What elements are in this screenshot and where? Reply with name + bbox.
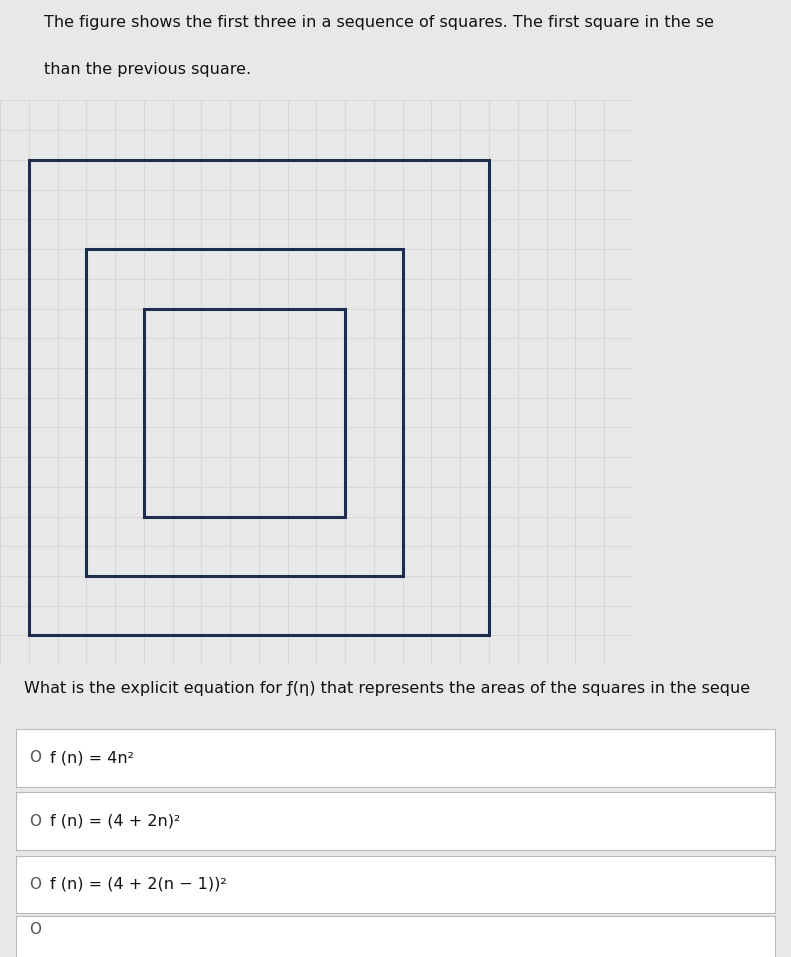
Text: O: O <box>29 923 41 937</box>
Text: estion: estion <box>17 933 74 950</box>
Text: What is the explicit equation for ƒ​(​η​) that represents the areas of the squar: What is the explicit equation for ƒ​(​η​… <box>24 680 750 696</box>
Text: The figure shows the first three in a sequence of squares. The first square in t: The figure shows the first three in a se… <box>44 15 713 30</box>
Bar <box>144 308 345 517</box>
Text: than the previous square.: than the previous square. <box>44 62 251 78</box>
Text: O: O <box>29 750 41 766</box>
Bar <box>86 249 403 576</box>
Text: O: O <box>29 813 41 829</box>
Text: f (n) = 4n²: f (n) = 4n² <box>50 750 134 766</box>
Text: O: O <box>29 877 41 892</box>
Text: f (n) = (4 + 2n)²: f (n) = (4 + 2n)² <box>50 813 180 829</box>
Bar <box>28 160 489 635</box>
Text: f (n) = (4 + 2(n − 1))²: f (n) = (4 + 2(n − 1))² <box>50 877 226 892</box>
